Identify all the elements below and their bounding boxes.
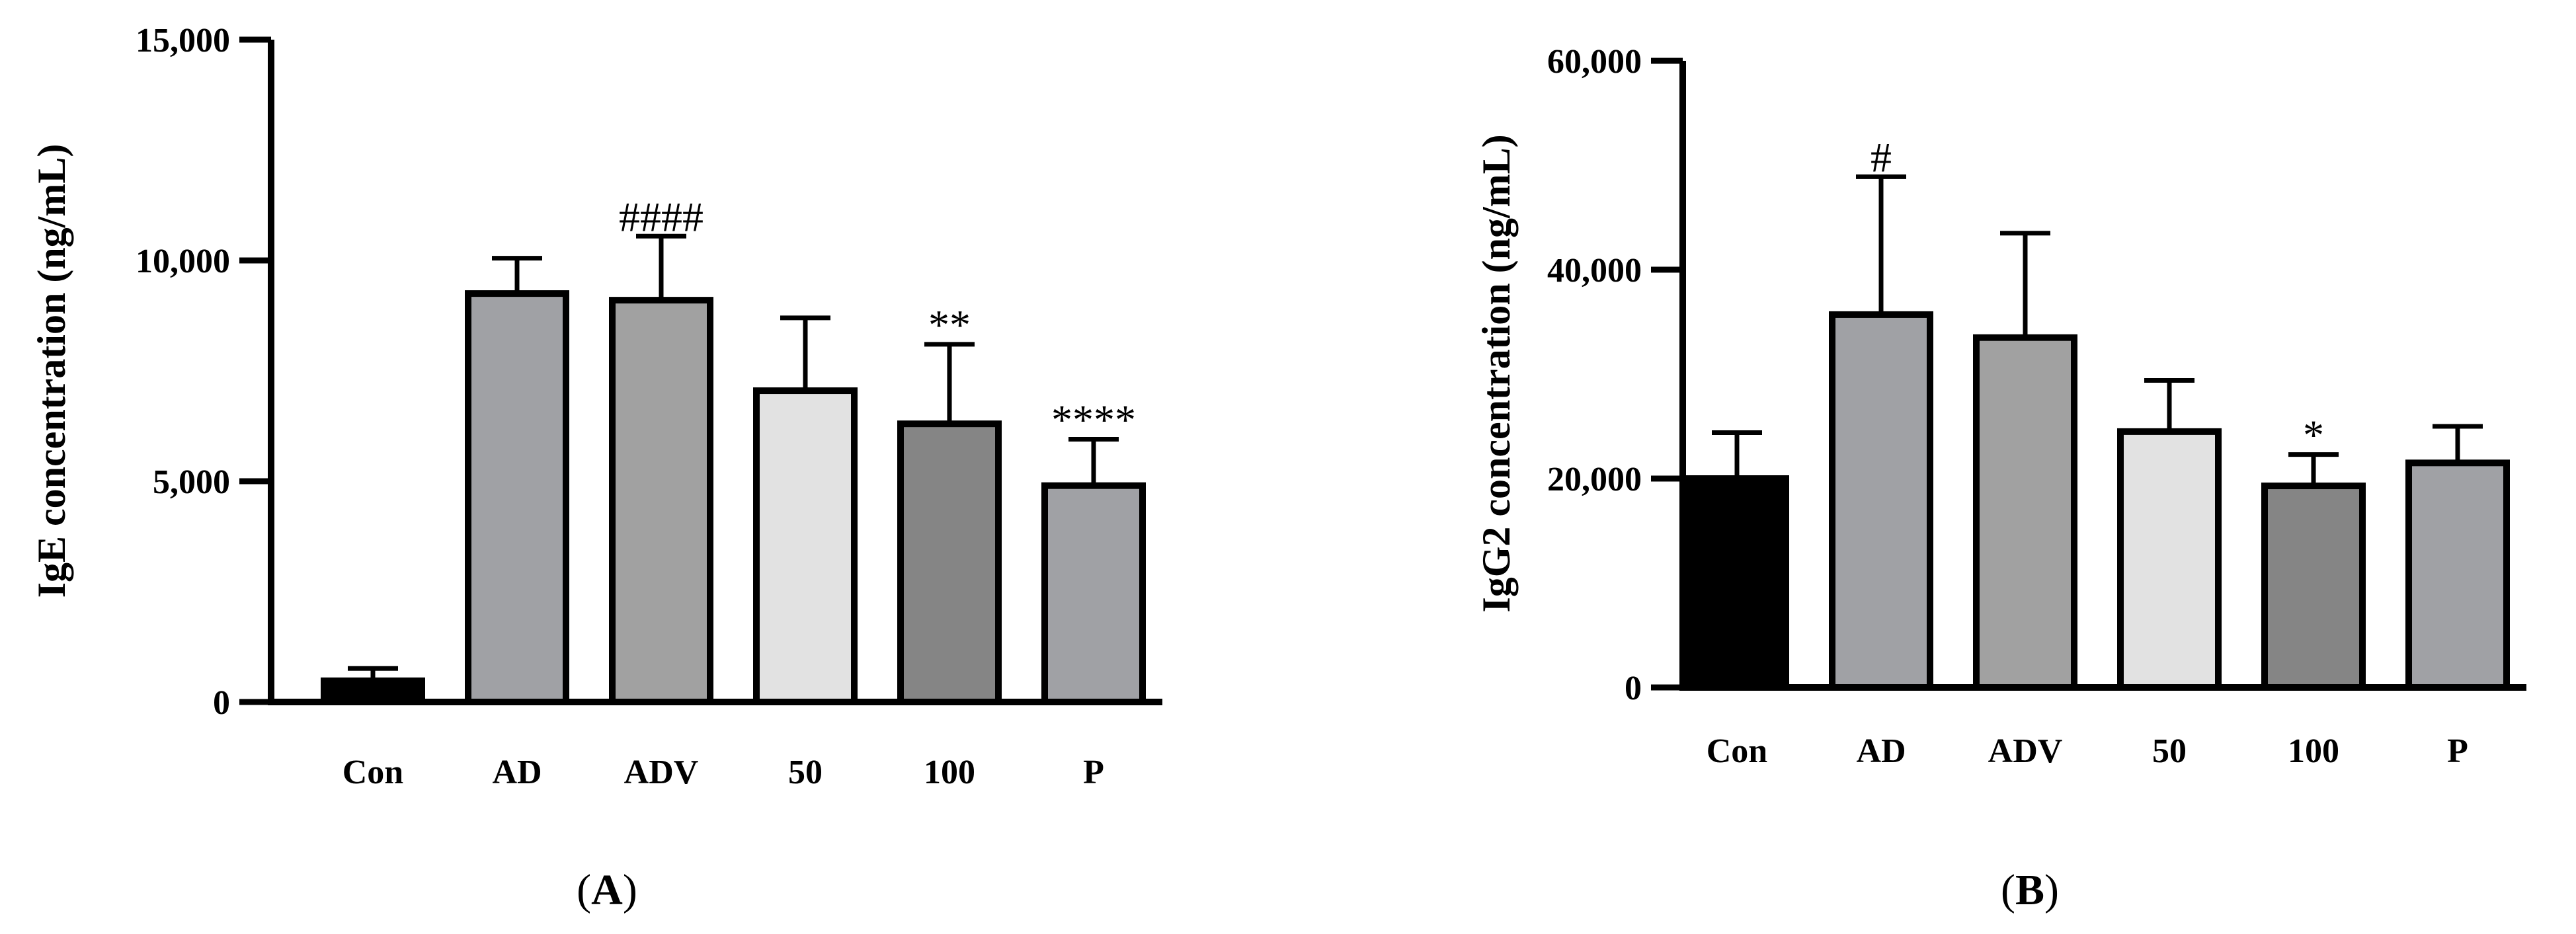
- significance-marker: *: [2303, 412, 2324, 459]
- bar-con: [321, 677, 425, 706]
- panel-b-chart: 0 20,000 40,000 60,000 Con # AD ADV 50 * 100 P IgG2 …: [1474, 43, 2526, 914]
- significance-marker: ####: [619, 193, 704, 240]
- panel-label: (A): [577, 866, 637, 914]
- x-tick-label: AD: [492, 754, 542, 791]
- bar-con: [1685, 475, 1789, 691]
- x-tick-label: AD: [1856, 732, 1906, 770]
- y-tick-label: 0: [213, 684, 230, 722]
- x-tick-label: Con: [1707, 732, 1768, 770]
- bar-50: [2117, 428, 2222, 691]
- bar-100: [897, 420, 1002, 705]
- x-tick-label: 100: [2288, 732, 2339, 770]
- bar-p: [1041, 482, 1146, 705]
- significance-marker: #: [1871, 134, 1892, 180]
- bar-50: [753, 387, 858, 705]
- y-tick-label: 40,000: [1547, 252, 1642, 290]
- bar-adv: [1973, 334, 2077, 691]
- bar-ad: [465, 290, 569, 706]
- x-tick-label: 100: [924, 754, 975, 791]
- x-tick-label: ADV: [1988, 732, 2063, 770]
- bar-p: [2405, 459, 2510, 691]
- y-tick-label: 20,000: [1547, 461, 1642, 498]
- x-tick-label: P: [2447, 732, 2468, 770]
- y-tick-label: 0: [1625, 670, 1642, 707]
- panel-letter: A: [591, 866, 623, 914]
- x-tick-label: Con: [342, 754, 404, 791]
- significance-marker: ****: [1051, 397, 1136, 444]
- x-tick-label: 50: [788, 754, 823, 791]
- x-tick-label: 50: [2152, 732, 2187, 770]
- panel-a-chart: 0 5,000 10,000 15,000 Con AD #### ADV 50 ** 100 ***…: [30, 22, 1162, 914]
- bar-adv: [609, 297, 713, 705]
- y-axis-title: IgE concentration (ng/mL): [30, 144, 73, 598]
- panel-label: (B): [2001, 866, 2059, 914]
- x-tick-label: P: [1083, 754, 1104, 791]
- y-tick-label: 15,000: [136, 22, 230, 59]
- panel-letter: B: [2015, 866, 2044, 914]
- bar-ad: [1829, 311, 1933, 691]
- significance-marker: **: [928, 301, 971, 348]
- bar-100: [2261, 483, 2366, 691]
- y-axis-title: IgG2 concentration (ng/mL): [1474, 134, 1518, 612]
- y-tick-label: 60,000: [1547, 43, 1642, 81]
- x-tick-label: ADV: [624, 754, 699, 791]
- y-tick-label: 5,000: [153, 463, 230, 501]
- y-tick-label: 10,000: [136, 243, 230, 280]
